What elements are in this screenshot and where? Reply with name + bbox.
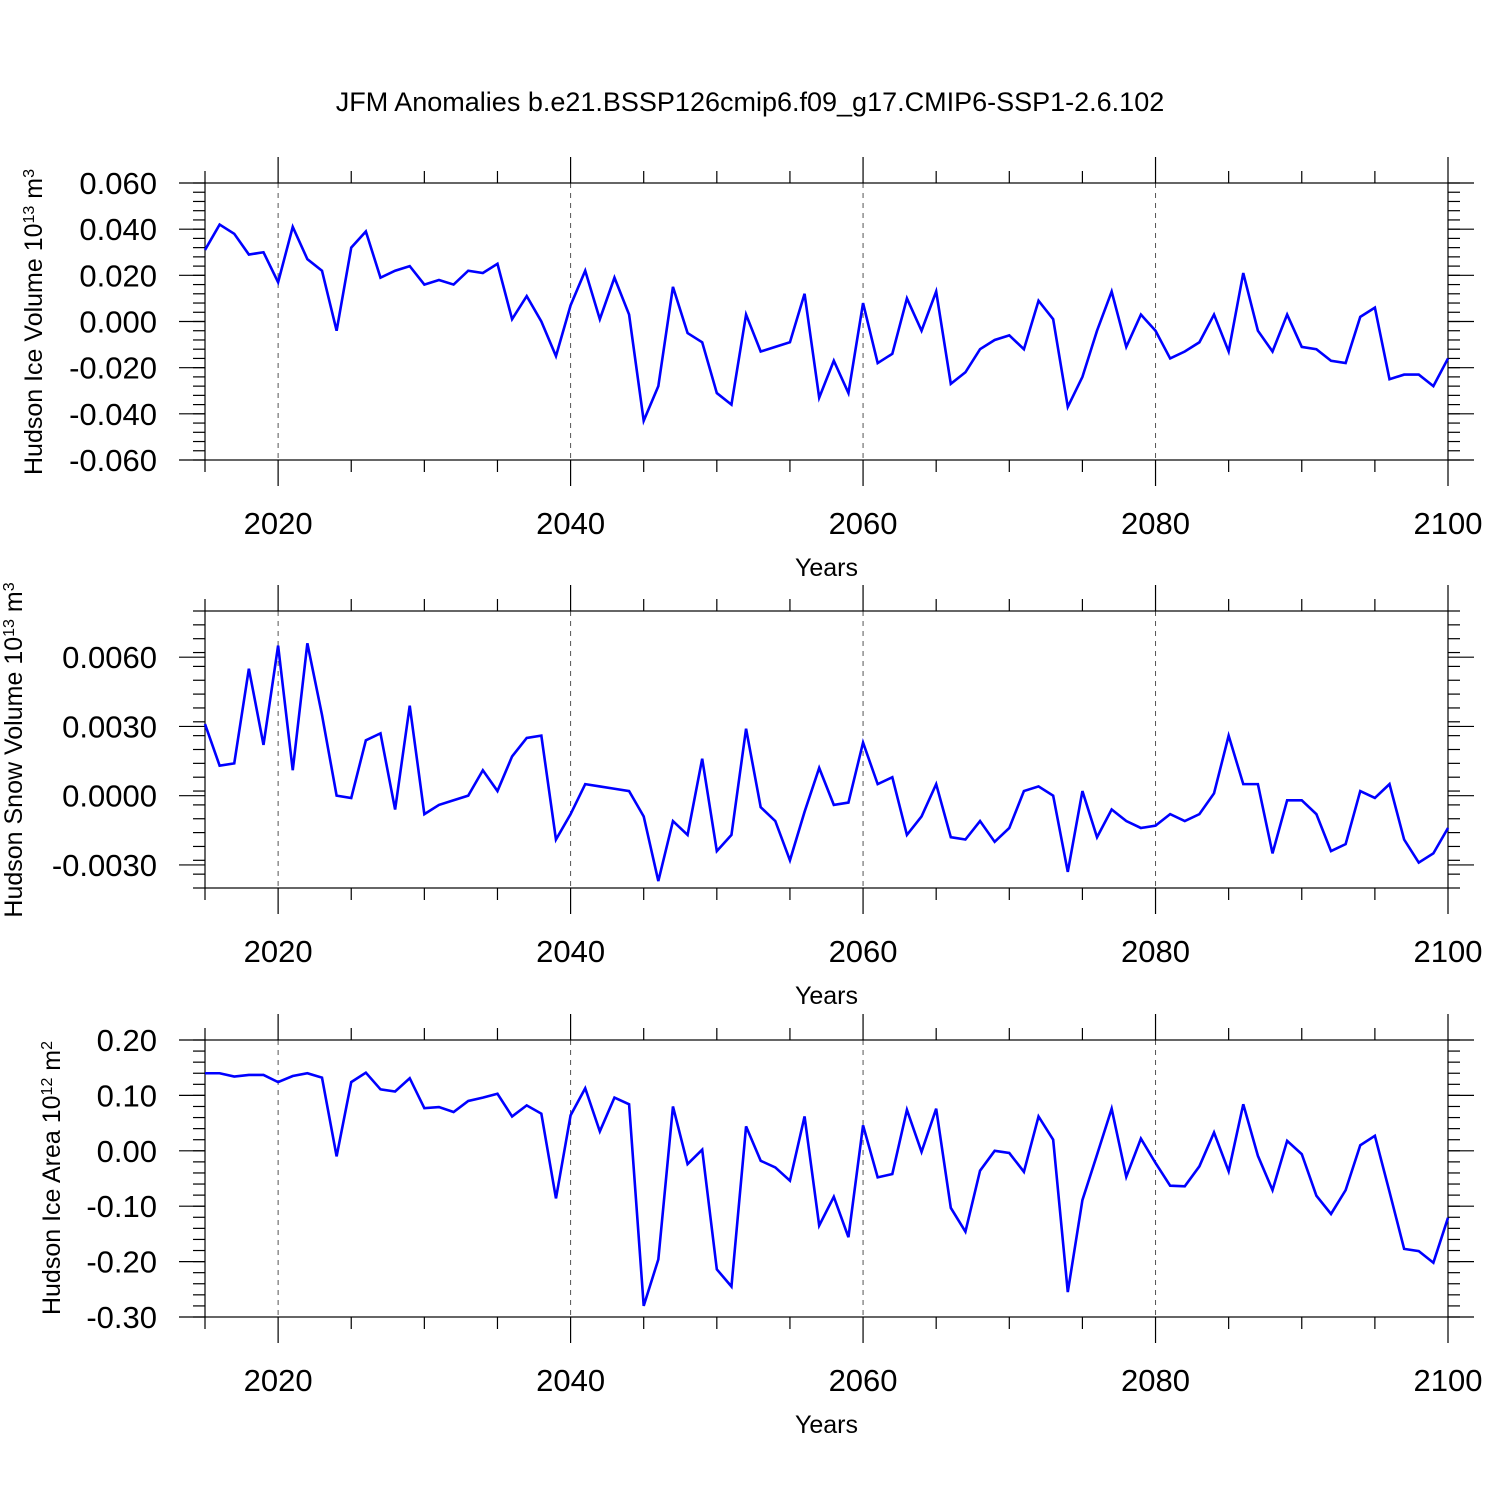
y-tick-label: -0.040 — [69, 397, 157, 432]
y-tick-label: 0.0060 — [62, 640, 157, 675]
x-tick-label: 2100 — [1414, 1363, 1483, 1398]
x-axis-label: Years — [795, 554, 858, 582]
x-tick-label: 2100 — [1414, 506, 1483, 541]
y-tick-label: 0.040 — [79, 212, 157, 247]
y-tick-label: 0.020 — [79, 258, 157, 293]
plot-frame — [204, 182, 1449, 461]
x-tick-label: 2020 — [244, 506, 313, 541]
x-tick-label: 2020 — [244, 1363, 313, 1398]
plot-frame — [204, 1039, 1449, 1318]
y-label-unit-exponent: 3 — [21, 169, 38, 178]
y-tick-label: 0.0030 — [62, 709, 157, 744]
x-tick-label: 2020 — [244, 934, 313, 969]
y-axis-label: Hudson Ice Area 1012 m2 — [38, 1041, 66, 1315]
x-axis-label: Years — [795, 982, 858, 1010]
y-label-unit: m — [38, 1050, 66, 1078]
x-tick-label: 2060 — [829, 934, 898, 969]
panel-2: 2020 2040 2060 2080 2100 -0.0030 0.0000 0.0030 0… — [0, 582, 1482, 1010]
y-label-unit: m — [20, 178, 48, 206]
y-tick-label: 0.0000 — [62, 779, 157, 814]
series-line — [203, 643, 1450, 882]
panel-3: 2020 2040 2060 2080 2100 -0.30 -0.20 -0.10 0.00 0… — [38, 1014, 1482, 1439]
y-tick-label: 0.10 — [97, 1078, 157, 1113]
y-axis-label: Hudson Ice Volume 1013 m3 — [20, 169, 48, 475]
y-label-unit: m — [0, 591, 28, 619]
y-tick-label: -0.020 — [69, 351, 157, 386]
chart-title: JFM Anomalies b.e21.BSSP126cmip6.f09_g17… — [336, 87, 1164, 117]
y-label-unit-exponent: 2 — [39, 1041, 56, 1050]
x-tick-label: 2040 — [536, 934, 605, 969]
y-tick-label: -0.060 — [69, 443, 157, 478]
x-tick-label: 2080 — [1121, 1363, 1190, 1398]
y-label-main: Hudson Ice Area 10 — [38, 1095, 66, 1315]
x-tick-label: 2040 — [536, 1363, 605, 1398]
x-axis-label: Years — [795, 1411, 858, 1439]
y-tick-label: 0.000 — [79, 305, 157, 340]
series-line — [203, 222, 1450, 426]
chart-panels: 2020 2040 2060 2080 2100 -0.060 -0.040 -0.020 0.… — [0, 157, 1482, 1439]
y-tick-label: -0.10 — [86, 1189, 157, 1224]
y-label-exponent: 13 — [21, 206, 38, 224]
y-tick-label: -0.30 — [86, 1300, 157, 1335]
y-label-main: Hudson Ice Volume 10 — [20, 223, 48, 475]
y-tick-label: 0.00 — [97, 1134, 157, 1169]
x-tick-label: 2080 — [1121, 506, 1190, 541]
y-label-exponent: 13 — [1, 619, 18, 637]
y-label-main: Hudson Snow Volume 10 — [0, 637, 28, 918]
series-line — [205, 1070, 1450, 1307]
panel-1: 2020 2040 2060 2080 2100 -0.060 -0.040 -0.020 0.… — [20, 157, 1482, 582]
y-axis-label: Hudson Snow Volume 1013 m3 — [0, 582, 28, 917]
x-tick-label: 2040 — [536, 506, 605, 541]
y-tick-label: -0.0030 — [52, 848, 157, 883]
y-tick-label: 0.20 — [97, 1023, 157, 1058]
y-tick-label: 0.060 — [79, 166, 157, 201]
y-label-unit-exponent: 3 — [1, 582, 18, 591]
x-tick-label: 2060 — [829, 1363, 898, 1398]
y-tick-label: -0.20 — [86, 1245, 157, 1280]
x-tick-label: 2080 — [1121, 934, 1190, 969]
plot-frame — [204, 610, 1449, 889]
x-tick-label: 2060 — [829, 506, 898, 541]
x-tick-label: 2100 — [1414, 934, 1483, 969]
y-label-exponent: 12 — [39, 1078, 56, 1096]
